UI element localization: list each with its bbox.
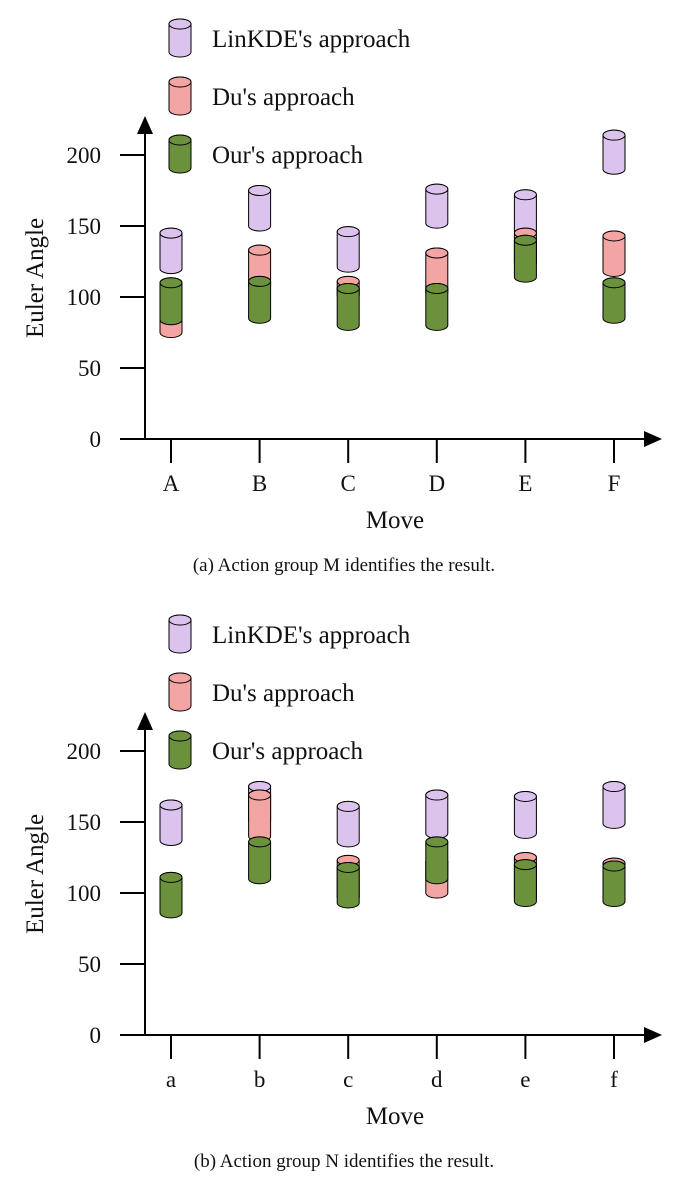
bar-ours-F xyxy=(602,277,626,324)
x-axis-title: Move xyxy=(366,507,424,534)
y-tick-label: 50 xyxy=(78,952,101,977)
x-tick-label: a xyxy=(166,1067,176,1092)
legend-swatch-linkde xyxy=(168,18,192,58)
x-tick-label: b xyxy=(254,1067,266,1092)
x-tick-label: e xyxy=(520,1067,530,1092)
bar-ours-e xyxy=(513,859,537,907)
bar-ours-C xyxy=(336,282,360,331)
y-tick-label: 100 xyxy=(67,881,102,906)
bar-ours-A xyxy=(159,277,183,326)
bar-ours-a xyxy=(159,871,183,919)
x-tick-label: D xyxy=(428,471,445,496)
x-tick-label: f xyxy=(610,1067,618,1092)
legend-label-ours: Our's approach xyxy=(212,142,363,169)
legend-label-linkde: LinKDE's approach xyxy=(212,622,411,649)
y-axis-arrow xyxy=(137,116,153,134)
bar-ours-E xyxy=(513,234,537,283)
y-tick-label: 200 xyxy=(67,143,102,168)
x-tick-label: c xyxy=(343,1067,353,1092)
bar-linkde-f xyxy=(602,781,626,829)
bar-du-b xyxy=(248,789,272,842)
bar-linkde-d xyxy=(425,789,449,839)
legend-label-du: Du's approach xyxy=(212,84,355,111)
figure-caption: (a) Action group M identifies the result… xyxy=(193,555,495,576)
x-axis-title: Move xyxy=(366,1103,424,1130)
y-tick-label: 50 xyxy=(78,356,101,381)
legend-label-linkde: LinKDE's approach xyxy=(212,26,411,53)
bar-ours-D xyxy=(425,282,449,331)
x-tick-label: A xyxy=(163,471,180,496)
bar-ours-c xyxy=(336,861,360,909)
legend-label-ours: Our's approach xyxy=(212,738,363,765)
bar-linkde-B xyxy=(248,185,272,232)
x-tick-label: B xyxy=(252,471,267,496)
bar-linkde-A xyxy=(159,227,183,275)
x-tick-label: E xyxy=(518,471,532,496)
chart-panel-a: 0 50 100 150 200 A B C D E F Move Euler Angle LinKDE'… xyxy=(22,18,662,576)
bar-ours-b xyxy=(248,836,272,885)
y-tick-label: 100 xyxy=(67,285,102,310)
legend-swatch-ours xyxy=(168,134,192,174)
y-tick-label: 150 xyxy=(67,810,102,835)
bar-linkde-c xyxy=(336,800,360,848)
x-axis-arrow xyxy=(644,1027,662,1043)
bar-ours-B xyxy=(248,275,272,324)
x-tick-label: C xyxy=(341,471,356,496)
y-tick-label: 0 xyxy=(90,1023,102,1048)
legend-swatch-du xyxy=(168,76,192,116)
y-axis-title: Euler Angle xyxy=(22,218,49,338)
y-axis-arrow xyxy=(137,712,153,730)
legend-swatch-ours xyxy=(168,730,192,770)
x-tick-label: F xyxy=(608,471,621,496)
y-tick-label: 0 xyxy=(90,427,102,452)
bar-linkde-D xyxy=(425,183,449,229)
bar-ours-f xyxy=(602,860,626,907)
x-tick-label: d xyxy=(431,1067,443,1092)
bar-linkde-F xyxy=(602,129,626,175)
bar-linkde-a xyxy=(159,799,183,846)
figure-caption: (b) Action group N identifies the result… xyxy=(194,1151,494,1172)
legend-swatch-linkde xyxy=(168,614,192,654)
x-axis-arrow xyxy=(644,431,662,447)
y-tick-label: 200 xyxy=(67,739,102,764)
bar-linkde-C xyxy=(336,226,360,273)
y-tick-label: 150 xyxy=(67,214,102,239)
y-axis-title: Euler Angle xyxy=(22,814,49,934)
bar-du-F xyxy=(602,230,626,277)
chart-panel-b: 0 50 100 150 200 a b c d e f Move Euler Angle LinKDE'… xyxy=(22,614,662,1172)
legend-label-du: Du's approach xyxy=(212,680,355,707)
legend-swatch-du xyxy=(168,672,192,712)
bar-linkde-e xyxy=(513,790,537,839)
bar-ours-d xyxy=(425,836,449,885)
